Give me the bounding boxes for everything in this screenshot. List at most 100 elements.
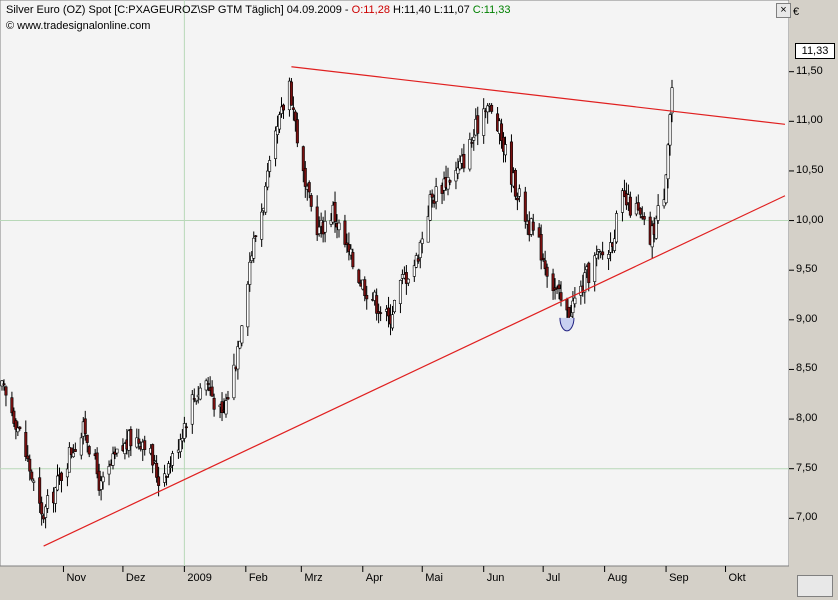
- candle-body: [67, 447, 71, 473]
- candle-body: [99, 480, 103, 490]
- candle-body: [246, 283, 250, 328]
- candle-body: [406, 278, 410, 284]
- candle-body: [180, 437, 184, 442]
- candle-body: [317, 226, 321, 234]
- candle-body: [182, 423, 186, 439]
- candle-body: [301, 146, 305, 172]
- open-value: O:11,28: [351, 4, 390, 16]
- candle-body: [666, 144, 670, 180]
- candle-body: [266, 170, 270, 188]
- candle-body: [206, 383, 210, 385]
- candle-body: [309, 195, 313, 207]
- quote-date: 04.09.2009: [286, 4, 342, 16]
- candle-body: [420, 238, 424, 244]
- candle-body: [670, 87, 674, 114]
- trendlines: [43, 66, 786, 547]
- candle-body: [254, 235, 258, 237]
- candle-body: [224, 400, 228, 415]
- y-tick-label: 7,00: [796, 511, 818, 524]
- plot-area[interactable]: [0, 0, 790, 567]
- candle-body: [375, 295, 379, 314]
- candle-body: [428, 194, 432, 221]
- candle-body: [238, 340, 242, 349]
- candle-body: [345, 242, 349, 245]
- candle-body: [456, 167, 460, 174]
- candle-body: [430, 193, 434, 198]
- candle-body: [85, 434, 89, 443]
- candle-body: [448, 180, 452, 183]
- x-tick-label: Mrz: [304, 572, 323, 584]
- candle-body: [167, 463, 171, 475]
- candle-body: [274, 130, 278, 159]
- candle-body: [111, 453, 115, 466]
- candle-body: [613, 238, 617, 251]
- chart-header: Silver Euro (OZ) Spot [C:PXAGEUROZ\SP GT…: [6, 4, 510, 16]
- candle-body: [240, 325, 244, 344]
- candle-body: [264, 185, 268, 213]
- candle-body: [236, 346, 240, 370]
- candle-body: [654, 217, 658, 239]
- candle-body: [153, 460, 157, 462]
- candle-body: [278, 114, 282, 130]
- candle-body: [595, 254, 599, 259]
- candle-body: [656, 205, 660, 221]
- close-value: C:11,33: [472, 4, 511, 16]
- y-tick-label: 7,50: [796, 461, 818, 474]
- candle-body: [551, 273, 555, 292]
- candle-body: [343, 220, 347, 245]
- source-label: © www.tradesignalonline.com: [6, 20, 151, 32]
- x-tick-label: Apr: [365, 572, 383, 584]
- candle-body: [198, 387, 202, 400]
- candle-body: [12, 410, 16, 424]
- candle-body: [155, 462, 159, 478]
- candle-body: [391, 314, 395, 329]
- close-button[interactable]: ×: [776, 3, 791, 18]
- candle-body: [40, 502, 44, 515]
- candle-body: [220, 401, 224, 413]
- candle-body: [170, 453, 174, 466]
- candle-body: [79, 437, 83, 456]
- candle-body: [26, 455, 30, 460]
- candle-body: [601, 251, 605, 256]
- candle-body: [291, 107, 295, 110]
- candle-body: [157, 476, 161, 486]
- candle-body: [638, 207, 642, 215]
- candle-body: [165, 476, 169, 478]
- candle-body: [642, 216, 646, 220]
- candle-body: [18, 426, 22, 429]
- scroll-button[interactable]: [797, 575, 833, 597]
- candle-body: [609, 242, 613, 253]
- candle-body: [143, 440, 147, 450]
- x-tick-label: Feb: [248, 572, 268, 584]
- candle-body: [194, 399, 198, 402]
- candle-body: [636, 202, 640, 211]
- candle-body: [87, 446, 91, 455]
- candle-body: [357, 269, 361, 283]
- x-tick-label: 2009: [187, 572, 212, 584]
- y-tick-label: 8,00: [796, 412, 818, 425]
- candle-body: [73, 449, 77, 452]
- candle-body: [56, 475, 60, 491]
- candle-body: [323, 220, 327, 233]
- candle-body: [472, 136, 476, 141]
- candle-body: [615, 213, 619, 243]
- candle-body: [226, 397, 230, 400]
- candle-body: [351, 252, 355, 268]
- candle-body: [163, 473, 167, 483]
- axis-ticks: [62, 71, 794, 572]
- candle-body: [490, 104, 494, 112]
- candle-body: [184, 426, 188, 429]
- candle-body: [486, 105, 490, 113]
- candle-body: [268, 160, 272, 172]
- candle-body: [14, 420, 18, 430]
- y-tick-label: 11,50: [796, 64, 823, 77]
- candle-body: [500, 123, 504, 141]
- high-value: H:11,40: [393, 4, 431, 16]
- candle-body: [46, 495, 50, 509]
- candle-body: [557, 284, 561, 290]
- currency-symbol: €: [793, 6, 800, 18]
- y-tick-label: 9,00: [796, 312, 818, 325]
- candle-body: [248, 261, 252, 285]
